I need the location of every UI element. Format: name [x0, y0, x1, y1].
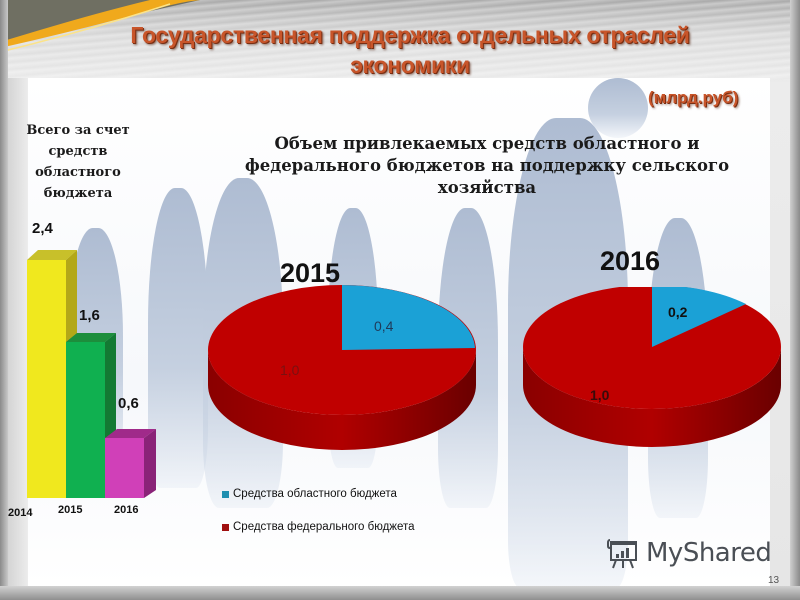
pie-2016-year: 2016 [600, 246, 661, 276]
pie-2015-federal-value: 1,0 [280, 362, 300, 378]
frame-right-border [790, 0, 800, 600]
bar-value-2016: 0,6 [118, 395, 139, 412]
pie-2016-regional-value: 0,2 [668, 304, 688, 320]
pie-2016 [523, 287, 781, 447]
bar-chart-caption: Всего за счет средств областного бюджета [18, 120, 138, 204]
units-label: (млрд.руб) [648, 88, 739, 107]
legend-label-federal: Средства федерального бюджета [233, 521, 415, 533]
bar-value-2014: 2,4 [32, 220, 53, 237]
frame-left-border [0, 0, 8, 600]
legend-label-regional: Средства областного бюджета [233, 488, 397, 500]
slide-title-line-2: экономики [350, 52, 470, 78]
pie-2015-regional-value: 0,4 [374, 318, 394, 334]
bar-chart-graphics [27, 250, 156, 498]
bar-label-2015: 2015 [58, 504, 83, 516]
pie-2016-federal-value: 1,0 [590, 387, 610, 403]
pie-title-line: Объем привлекаемых средств областного и [274, 134, 700, 153]
pie-2015 [208, 285, 476, 450]
pie-section-title: Объем привлекаемых средств областного и … [232, 133, 742, 199]
corner-decoration [0, 0, 800, 80]
panel-left-shade [8, 78, 28, 586]
watermark-text: MyShared [646, 538, 772, 568]
bar-label-2014: 2014 [8, 507, 33, 519]
legend-swatch-federal [222, 523, 229, 531]
caption-line: областного [35, 165, 121, 180]
bar-value-2015: 1,6 [79, 307, 100, 324]
watermark: MyShared [606, 536, 772, 570]
caption-line: средств [48, 144, 108, 159]
presentation-board-icon [607, 539, 637, 569]
frame-bottom-border [0, 586, 800, 600]
legend-swatch-regional [222, 490, 229, 498]
pie-title-line: хозяйства [437, 178, 537, 197]
bar-label-2016: 2016 [114, 504, 139, 516]
pie-title-line: федерального бюджетов на поддержку сельс… [244, 156, 730, 175]
slide-title-line-1: Государственная поддержка отдельных отра… [130, 22, 690, 48]
caption-line: бюджета [43, 186, 113, 201]
legend-item-regional: Средства областного бюджета [222, 486, 415, 502]
pie-2015-year: 2015 [280, 258, 341, 288]
legend-item-federal: Средства федерального бюджета [222, 519, 415, 535]
pie-legend: Средства областного бюджета Средства фед… [222, 486, 415, 552]
bar-chart: 2,4 1,6 0,6 2014 2015 2016 [0, 0, 200, 540]
page-number: 13 [768, 575, 780, 586]
caption-line: Всего за счет [26, 123, 130, 138]
slide-title: Государственная поддержка отдельных отра… [60, 20, 760, 80]
